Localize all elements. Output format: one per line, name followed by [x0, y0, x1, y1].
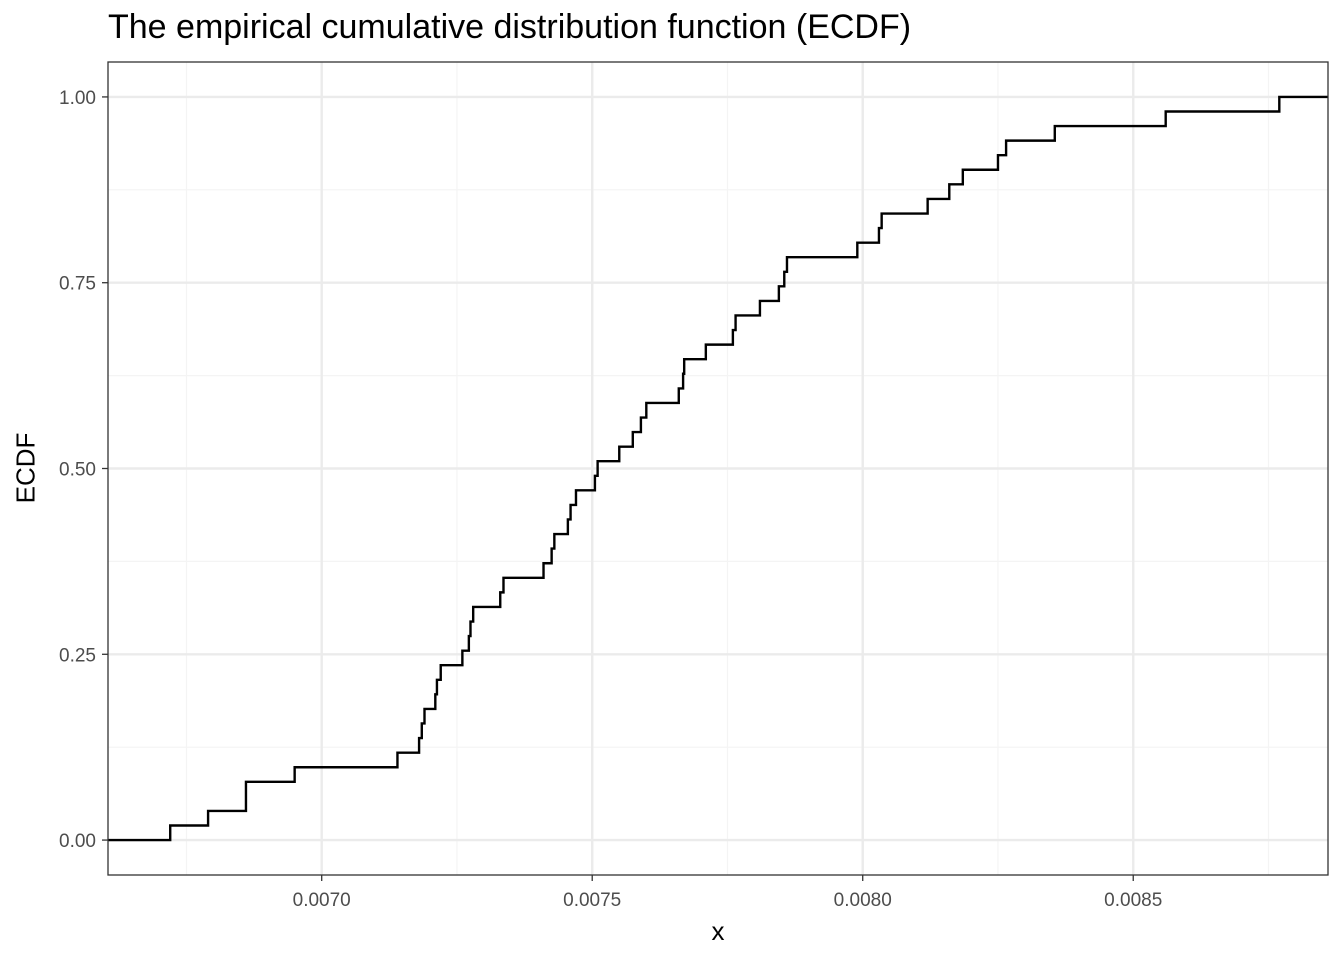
ecdf-series [108, 95, 1328, 842]
y-axis-ticks: 0.00 0.25 0.50 0.75 1.00 [59, 88, 108, 852]
ecdf-step-line [108, 95, 1328, 842]
x-tick-label: 0.0085 [1104, 890, 1162, 911]
y-tick-label: 1.00 [59, 88, 96, 109]
x-tick-label: 0.0070 [293, 890, 351, 911]
x-axis-ticks: 0.0070 0.0075 0.0080 0.0085 [293, 875, 1162, 911]
x-tick-label: 0.0075 [563, 890, 621, 911]
y-tick-label: 0.00 [59, 831, 96, 852]
y-tick-label: 0.75 [59, 274, 96, 295]
y-axis-label: ECDF [10, 432, 41, 504]
y-tick-label: 0.50 [59, 460, 96, 481]
x-tick-label: 0.0080 [834, 890, 892, 911]
chart-title: The empirical cumulative distribution fu… [108, 8, 912, 46]
major-gridlines [108, 62, 1328, 875]
x-axis-label: x [711, 916, 725, 946]
y-tick-label: 0.25 [59, 645, 96, 666]
